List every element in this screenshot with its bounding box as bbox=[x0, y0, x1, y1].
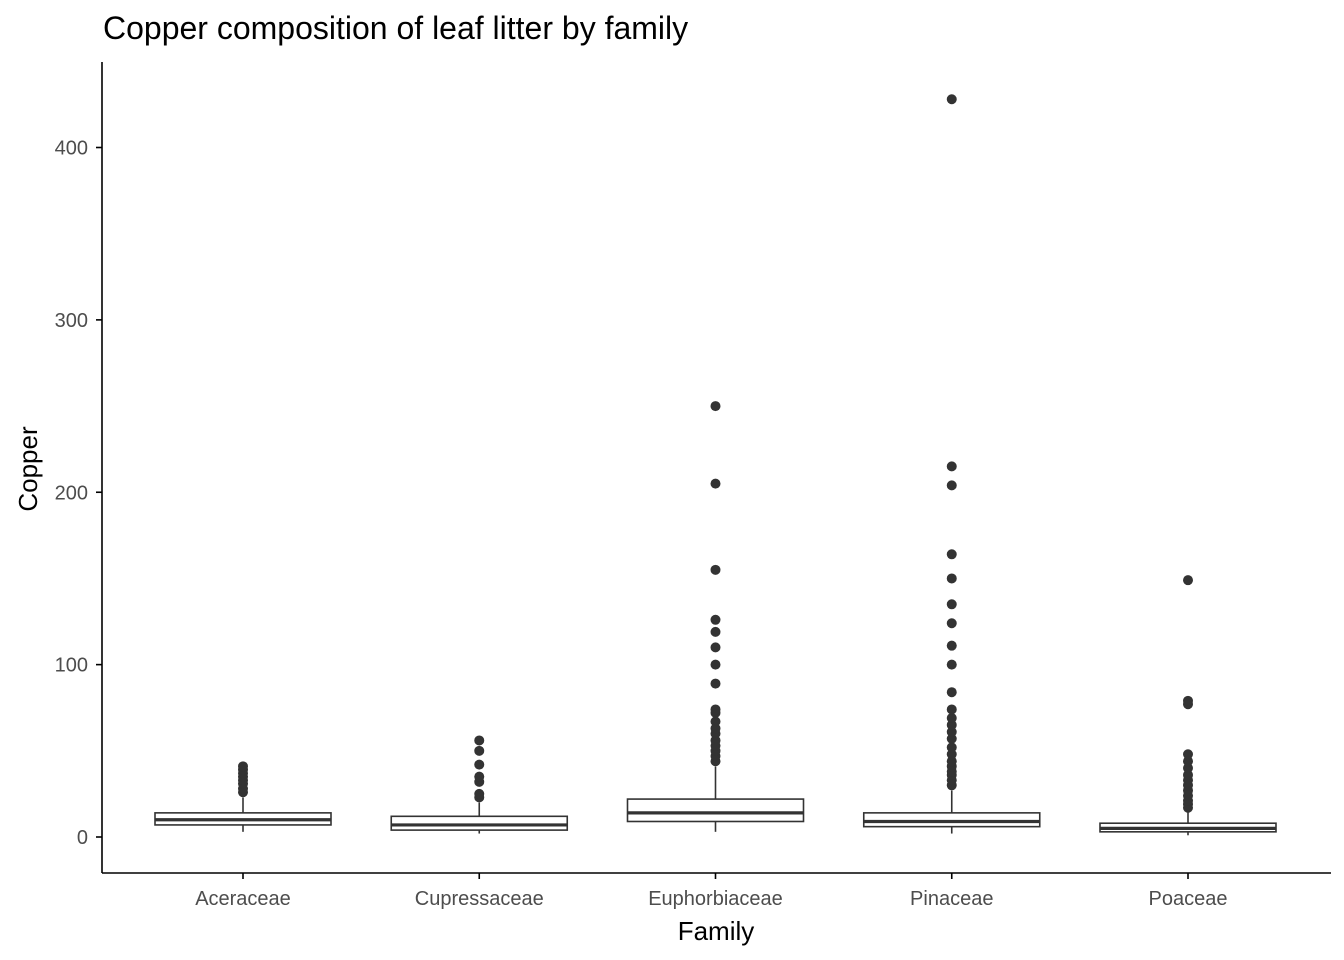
outlier-point bbox=[710, 659, 721, 670]
x-axis-ticks: Aceraceae Cupressaceae Euphorbiaceae Pinace… bbox=[195, 873, 1227, 910]
boxes-layer bbox=[154, 94, 1277, 836]
outlier-point bbox=[946, 704, 957, 715]
outlier-point bbox=[946, 687, 957, 698]
outlier-point bbox=[946, 573, 957, 584]
box-group bbox=[390, 735, 569, 834]
outlier-point bbox=[946, 549, 957, 560]
outlier-point bbox=[474, 745, 485, 756]
outlier-point bbox=[474, 771, 485, 782]
outlier-point bbox=[946, 756, 957, 767]
outlier-point bbox=[946, 713, 957, 724]
outlier-point bbox=[710, 401, 721, 412]
outlier-point bbox=[1183, 756, 1193, 767]
outlier-point bbox=[710, 564, 721, 575]
outlier-point bbox=[710, 478, 721, 489]
outlier-point bbox=[946, 719, 957, 730]
outlier-point bbox=[946, 640, 957, 651]
outlier-point bbox=[1183, 749, 1193, 760]
y-tick-label: 200 bbox=[55, 482, 88, 504]
box-group bbox=[862, 94, 1041, 834]
x-tick-label: Poaceae bbox=[1149, 888, 1228, 910]
x-axis-title: Family bbox=[678, 916, 755, 946]
chart-title: Copper composition of leaf litter by fam… bbox=[103, 10, 689, 46]
y-axis-title: Copper bbox=[13, 426, 43, 512]
y-tick-label: 100 bbox=[55, 655, 88, 677]
outlier-point bbox=[946, 726, 957, 737]
outlier-point bbox=[710, 704, 721, 715]
outlier-point bbox=[474, 759, 485, 770]
outlier-point bbox=[710, 678, 721, 689]
outlier-point bbox=[946, 94, 957, 105]
x-tick-label: Euphorbiaceae bbox=[648, 888, 783, 910]
outlier-point bbox=[946, 618, 957, 629]
x-tick-label: Cupressaceae bbox=[415, 888, 544, 910]
outlier-point bbox=[1183, 695, 1193, 706]
box-group bbox=[1099, 575, 1277, 836]
box-iqr bbox=[626, 798, 805, 823]
outlier-point bbox=[474, 788, 485, 799]
x-tick-label: Aceraceae bbox=[195, 888, 291, 910]
box-group bbox=[154, 761, 332, 832]
y-axis-ticks: 0 100 200 300 400 bbox=[55, 138, 102, 849]
outlier-point bbox=[710, 642, 721, 653]
outlier-point bbox=[946, 742, 957, 753]
box-iqr bbox=[862, 812, 1041, 828]
y-tick-label: 300 bbox=[55, 310, 88, 332]
outlier-point bbox=[474, 735, 485, 746]
y-tick-label: 0 bbox=[77, 827, 88, 849]
outlier-point bbox=[238, 761, 248, 772]
outlier-point bbox=[1183, 769, 1193, 780]
box-iqr bbox=[390, 815, 569, 831]
outlier-point bbox=[946, 480, 957, 491]
outlier-point bbox=[946, 659, 957, 670]
outlier-point bbox=[710, 626, 721, 637]
outlier-point bbox=[1183, 575, 1193, 586]
y-tick-label: 400 bbox=[55, 138, 88, 160]
outlier-point bbox=[946, 733, 957, 744]
outlier-point bbox=[710, 716, 721, 727]
box-group bbox=[626, 401, 805, 832]
outlier-point bbox=[710, 723, 721, 734]
outlier-point bbox=[1183, 763, 1193, 774]
outlier-point bbox=[710, 614, 721, 625]
outlier-point bbox=[710, 735, 721, 746]
outlier-point bbox=[946, 461, 957, 472]
outlier-point bbox=[946, 599, 957, 610]
x-tick-label: Pinaceae bbox=[910, 888, 993, 910]
outlier-point bbox=[946, 749, 957, 760]
